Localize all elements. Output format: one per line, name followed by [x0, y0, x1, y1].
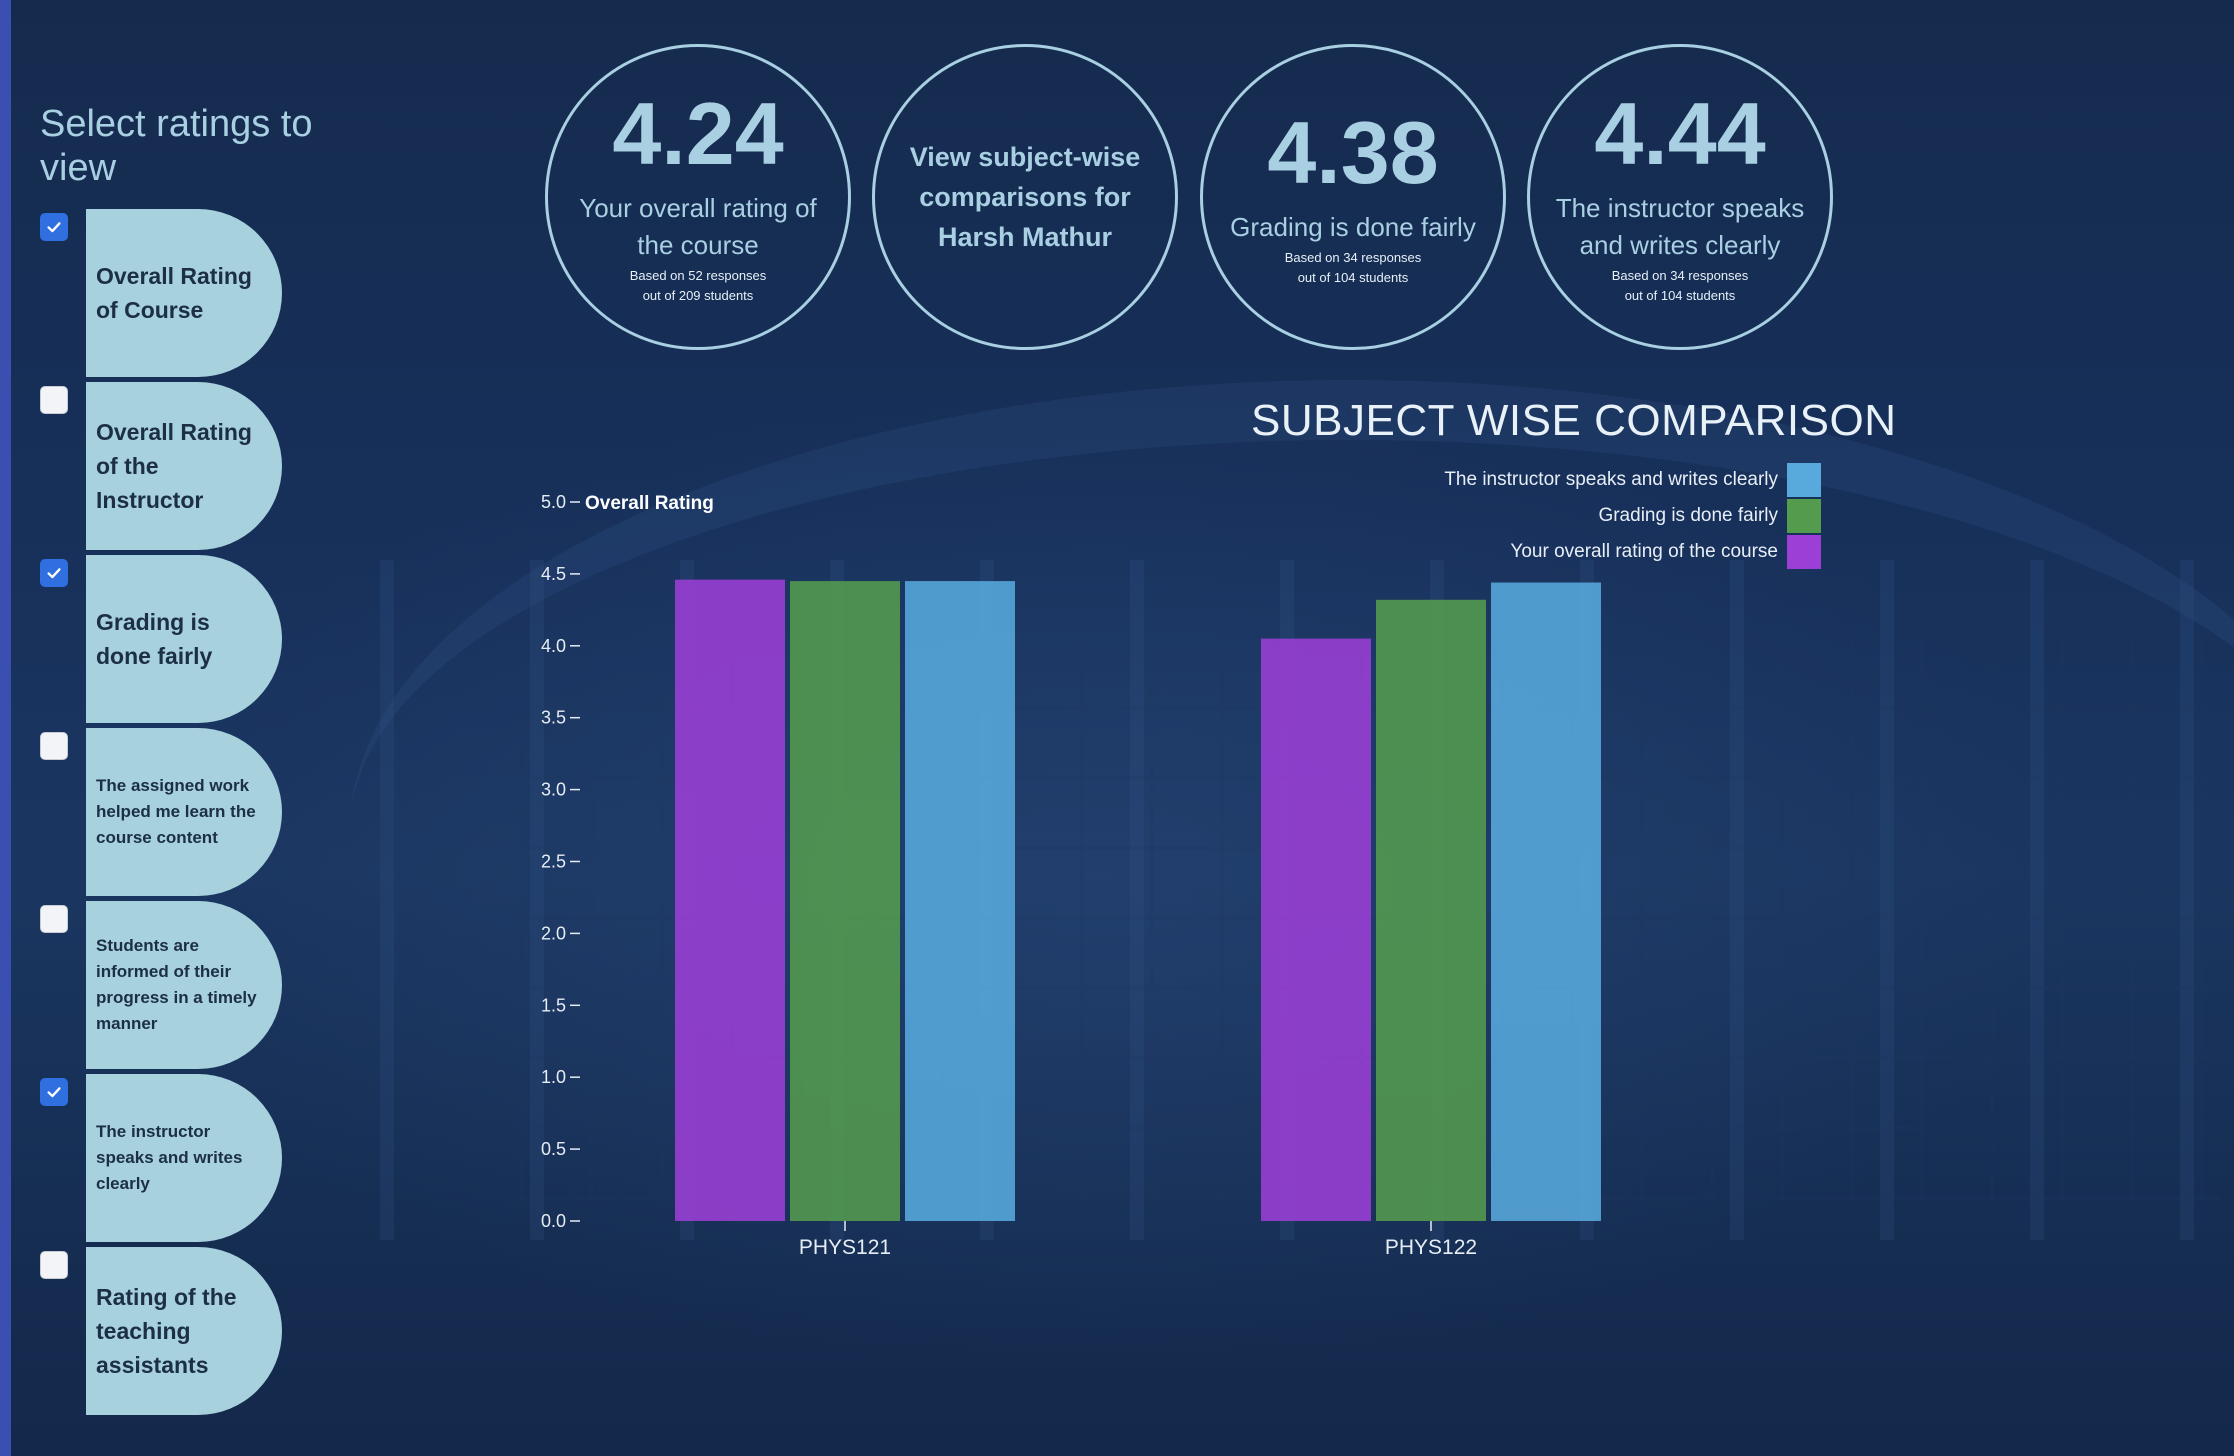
- overall-course-rating-card: 4.24 Your overall rating of the course B…: [545, 44, 851, 350]
- legend-label: Grading is done fairly: [1598, 505, 1778, 526]
- y-tick-label: 1.5: [541, 995, 566, 1015]
- chart-legend: The instructor speaks and writes clearly…: [1444, 462, 1821, 570]
- y-tick-label: 5.0: [541, 492, 566, 512]
- rating-checkbox[interactable]: [40, 1251, 68, 1279]
- y-tick-label: 2.5: [541, 852, 566, 872]
- rating-option[interactable]: Grading is done fairly: [40, 555, 300, 723]
- y-tick-label: 3.0: [541, 780, 566, 800]
- legend-label: The instructor speaks and writes clearly: [1444, 469, 1778, 490]
- rating-checkbox[interactable]: [40, 905, 68, 933]
- y-tick-label: 3.5: [541, 708, 566, 728]
- checkmark-icon: [45, 1083, 63, 1101]
- rating-option[interactable]: Overall Rating of Course: [40, 209, 300, 377]
- stat-value: 4.38: [1267, 102, 1439, 202]
- bar-phys122-series-0[interactable]: [1261, 638, 1371, 1221]
- instructor-clarity-card: 4.44 The instructor speaks and writes cl…: [1527, 44, 1833, 350]
- rating-checkbox[interactable]: [40, 559, 68, 587]
- checkmark-icon: [45, 564, 63, 582]
- rating-checkbox[interactable]: [40, 213, 68, 241]
- legend-swatch: [1787, 535, 1821, 569]
- rating-option-button[interactable]: The instructor speaks and writes clearly: [86, 1074, 282, 1242]
- rating-option-label: The assigned work helped me learn the co…: [96, 776, 256, 847]
- stat-responses: Based on 34 responses: [1284, 249, 1422, 265]
- grading-fairly-card: 4.38 Grading is done fairly Based on 34 …: [1200, 44, 1506, 350]
- legend-entry: Your overall rating of the course: [1444, 534, 1821, 570]
- stat-label: Your overall rating of the course: [579, 193, 817, 260]
- stat-value: 4.44: [1594, 84, 1766, 183]
- rating-option-button[interactable]: Overall Rating of Course: [86, 209, 282, 377]
- rating-option-button[interactable]: Rating of the teaching assistants: [86, 1247, 282, 1415]
- legend-entry: Grading is done fairly: [1444, 498, 1821, 534]
- bar-phys121-series-0[interactable]: [675, 579, 785, 1221]
- rating-option-label: Rating of the teaching assistants: [96, 1284, 237, 1378]
- stat-responses: Based on 52 responses: [629, 268, 767, 283]
- stat-responses: Based on 34 responses: [1611, 268, 1749, 283]
- sidebar-title: Select ratings to view: [40, 103, 313, 189]
- subject-comparison-link[interactable]: View subject-wise comparisons for Harsh …: [909, 142, 1141, 252]
- rating-option-label: Overall Rating of Course: [96, 263, 252, 323]
- bar-phys121-series-2[interactable]: [905, 581, 1015, 1221]
- stat-label: Grading is done fairly: [1230, 211, 1476, 242]
- y-tick-label: 2.0: [541, 923, 566, 943]
- bar-phys122-series-1[interactable]: [1376, 599, 1486, 1221]
- stat-label: The instructor speaks and writes clearly: [1555, 193, 1805, 260]
- bar-phys121-series-1[interactable]: [790, 581, 900, 1221]
- rating-option-button[interactable]: Overall Rating of the Instructor: [86, 382, 282, 550]
- legend-swatch: [1787, 463, 1821, 497]
- y-tick-label: 0.5: [541, 1139, 566, 1159]
- rating-option[interactable]: Rating of the teaching assistants: [40, 1247, 300, 1415]
- rating-checkbox[interactable]: [40, 386, 68, 414]
- y-tick-label: 1.0: [541, 1067, 566, 1087]
- rating-option-button[interactable]: Grading is done fairly: [86, 555, 282, 723]
- stat-students: out of 104 students: [1297, 269, 1409, 285]
- rating-option-label: Overall Rating of the Instructor: [96, 419, 252, 513]
- rating-checkbox[interactable]: [40, 732, 68, 760]
- y-tick-label: 0.0: [541, 1211, 566, 1231]
- chart-title: SUBJECT WISE COMPARISON: [1251, 396, 1897, 445]
- x-category-label: PHYS121: [799, 1236, 891, 1259]
- x-category-label: PHYS122: [1385, 1236, 1477, 1259]
- stat-value: 4.24: [612, 84, 784, 183]
- y-tick-label: 4.0: [541, 636, 566, 656]
- legend-entry: The instructor speaks and writes clearly: [1444, 462, 1821, 498]
- rating-option[interactable]: Students are informed of their progress …: [40, 901, 300, 1069]
- legend-label: Your overall rating of the course: [1510, 541, 1778, 562]
- legend-swatch: [1787, 499, 1821, 533]
- subject-comparison-link-card[interactable]: View subject-wise comparisons for Harsh …: [872, 44, 1178, 350]
- bar-phys122-series-2[interactable]: [1491, 582, 1601, 1221]
- stat-students: out of 104 students: [1624, 288, 1736, 303]
- rating-option[interactable]: The instructor speaks and writes clearly: [40, 1074, 300, 1242]
- rating-option-button[interactable]: The assigned work helped me learn the co…: [86, 728, 282, 896]
- stat-students: out of 209 students: [642, 288, 754, 303]
- rating-option[interactable]: Overall Rating of the Instructor: [40, 382, 300, 550]
- rating-option-label: Students are informed of their progress …: [96, 936, 257, 1033]
- y-axis-title: Overall Rating: [585, 493, 714, 514]
- checkmark-icon: [45, 218, 63, 236]
- rating-option-label: The instructor speaks and writes clearly: [96, 1122, 243, 1193]
- rating-option[interactable]: The assigned work helped me learn the co…: [40, 728, 300, 896]
- window-edge: [0, 0, 11, 1456]
- rating-option-label: Grading is done fairly: [96, 609, 213, 669]
- y-tick-label: 4.5: [541, 564, 566, 584]
- rating-checkbox[interactable]: [40, 1078, 68, 1106]
- rating-option-button[interactable]: Students are informed of their progress …: [86, 901, 282, 1069]
